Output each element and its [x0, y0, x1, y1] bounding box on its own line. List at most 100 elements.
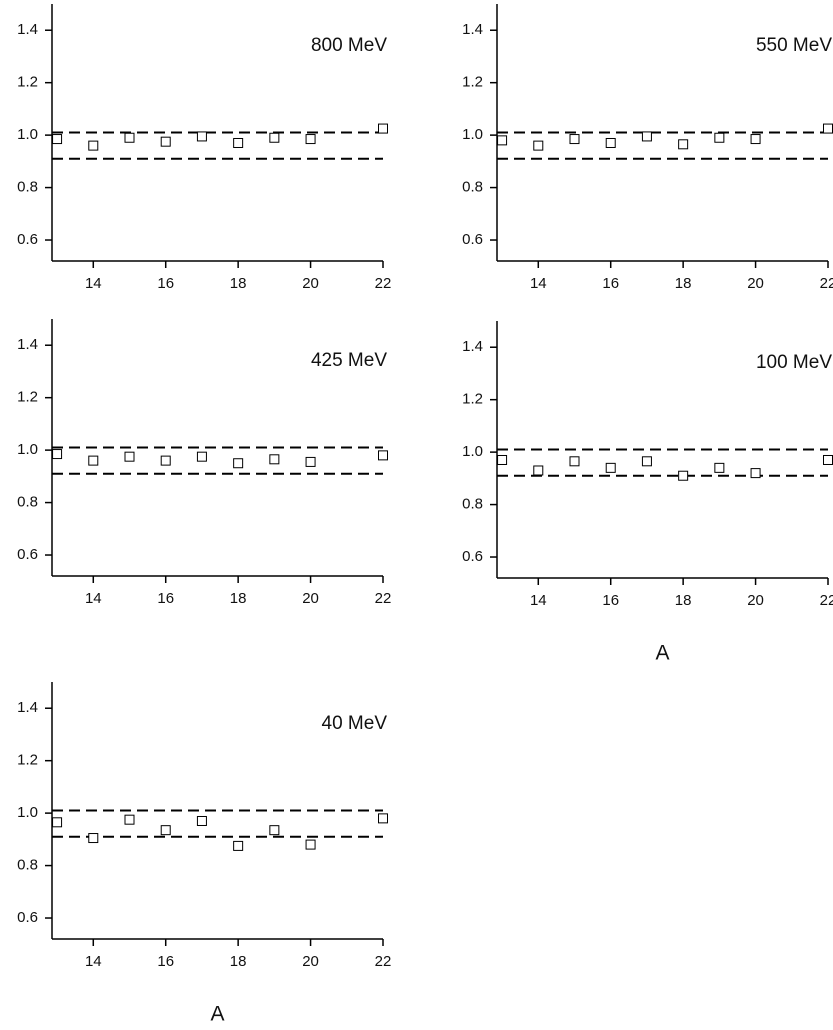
y-tick-label: 0.8: [462, 179, 483, 196]
y-tick-label: 0.8: [17, 179, 38, 196]
panel-title: 800 MeV: [311, 35, 387, 56]
y-tick-label: 0.8: [17, 494, 38, 511]
x-tick-label: 22: [820, 592, 833, 609]
x-tick-label: 20: [302, 590, 319, 607]
panel-title: 40 MeV: [322, 713, 388, 734]
marker: [569, 134, 580, 145]
y-tick-label: 0.8: [462, 496, 483, 513]
marker: [714, 132, 725, 143]
marker: [497, 454, 508, 465]
x-tick-label: 22: [375, 590, 392, 607]
x-tick-label: 16: [602, 592, 619, 609]
marker: [124, 814, 135, 825]
x-tick-label: 20: [302, 953, 319, 970]
marker: [160, 825, 171, 836]
y-tick-label: 0.6: [17, 909, 38, 926]
marker: [641, 456, 652, 467]
marker: [196, 451, 207, 462]
y-tick-label: 1.4: [17, 336, 38, 353]
y-tick-label: 1.0: [17, 126, 38, 143]
marker: [533, 465, 544, 476]
x-tick-label: 16: [602, 275, 619, 292]
x-tick-label: 14: [530, 275, 547, 292]
y-tick-label: 1.4: [462, 21, 483, 38]
marker: [233, 458, 244, 469]
marker: [605, 137, 616, 148]
marker: [305, 839, 316, 850]
x-tick-label: 16: [157, 590, 174, 607]
marker: [641, 131, 652, 142]
x-tick-label: 22: [820, 275, 833, 292]
y-tick-label: 1.4: [17, 699, 38, 716]
marker: [678, 470, 689, 481]
x-tick-label: 20: [302, 275, 319, 292]
marker: [750, 468, 761, 479]
x-axis-label: A: [655, 642, 669, 665]
panel-title: 100 MeV: [756, 352, 832, 373]
x-tick-label: 18: [230, 590, 247, 607]
x-tick-label: 20: [747, 275, 764, 292]
marker: [569, 456, 580, 467]
y-tick-label: 1.0: [462, 443, 483, 460]
y-tick-label: 0.6: [17, 546, 38, 563]
marker: [52, 134, 63, 145]
panel: 0.6 0.8 1.0 1.2 1.4 14 16 18 20 22 100 MeV A: [462, 321, 833, 665]
x-tick-label: 14: [85, 275, 102, 292]
y-tick-label: 1.2: [17, 752, 38, 769]
marker: [378, 813, 388, 824]
x-tick-label: 22: [375, 275, 392, 292]
marker: [196, 815, 207, 826]
marker: [160, 455, 171, 466]
y-tick-label: 0.8: [17, 857, 38, 874]
marker: [605, 462, 616, 473]
marker: [233, 137, 244, 148]
marker: [305, 456, 316, 467]
marker: [52, 817, 63, 828]
y-tick-label: 0.6: [462, 548, 483, 565]
x-tick-label: 22: [375, 953, 392, 970]
marker: [88, 140, 99, 151]
panel: 0.6 0.8 1.0 1.2 1.4 14 16 18 20 22 40 MeV A: [17, 682, 391, 1026]
marker: [160, 136, 171, 147]
marker: [269, 825, 280, 836]
y-tick-label: 1.2: [17, 74, 38, 91]
x-tick-label: 18: [675, 592, 692, 609]
marker: [88, 833, 99, 844]
marker: [124, 451, 135, 462]
marker: [714, 462, 725, 473]
x-tick-label: 14: [85, 590, 102, 607]
marker: [124, 132, 135, 143]
marker: [823, 454, 833, 465]
marker: [233, 840, 244, 851]
panel: 0.6 0.8 1.0 1.2 1.4 14 16 18 20 22 550 MeV: [462, 4, 833, 292]
x-tick-label: 14: [530, 592, 547, 609]
x-tick-label: 16: [157, 953, 174, 970]
marker: [823, 123, 833, 134]
y-tick-label: 1.4: [462, 338, 483, 355]
marker: [88, 455, 99, 466]
marker: [378, 123, 388, 134]
y-tick-label: 1.0: [462, 126, 483, 143]
y-tick-label: 1.0: [17, 441, 38, 458]
marker: [378, 450, 388, 461]
marker: [533, 140, 544, 151]
y-tick-label: 1.2: [17, 389, 38, 406]
x-tick-label: 14: [85, 953, 102, 970]
x-tick-label: 16: [157, 275, 174, 292]
marker: [678, 139, 689, 150]
x-axis-label: A: [210, 1003, 224, 1026]
marker: [750, 134, 761, 145]
y-tick-label: 1.0: [17, 804, 38, 821]
marker: [269, 132, 280, 143]
y-tick-label: 0.6: [462, 231, 483, 248]
y-tick-label: 0.6: [17, 231, 38, 248]
panel-title: 425 MeV: [311, 350, 387, 371]
marker: [52, 449, 63, 460]
x-tick-label: 20: [747, 592, 764, 609]
y-tick-label: 1.4: [17, 21, 38, 38]
marker: [269, 454, 280, 465]
y-tick-label: 1.2: [462, 391, 483, 408]
panel: 0.6 0.8 1.0 1.2 1.4 14 16 18 20 22 425 MeV: [17, 319, 391, 607]
x-tick-label: 18: [230, 275, 247, 292]
